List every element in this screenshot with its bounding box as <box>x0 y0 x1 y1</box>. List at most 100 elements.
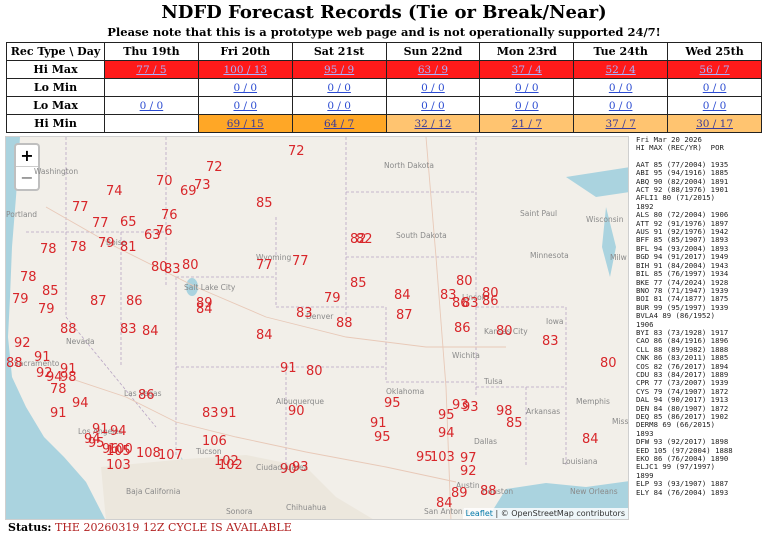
record-temp-value[interactable]: 80 <box>496 324 513 339</box>
record-count-link[interactable]: 21 / 7 <box>511 118 542 130</box>
record-temp-value[interactable]: 92 <box>14 336 31 351</box>
record-temp-value[interactable]: 97 <box>460 451 477 466</box>
record-count-link[interactable]: 0 / 0 <box>327 82 351 94</box>
record-temp-value[interactable]: 89 <box>196 296 213 311</box>
record-temp-value[interactable]: 94 <box>84 432 101 447</box>
record-temp-value[interactable]: 100 <box>108 442 133 457</box>
record-temp-value[interactable]: 77 <box>92 216 109 231</box>
record-temp-value[interactable]: 85 <box>350 276 367 291</box>
record-temp-value[interactable]: 83 <box>164 262 181 277</box>
record-temp-value[interactable]: 86 <box>126 294 143 309</box>
record-temp-value[interactable]: 94 <box>72 396 89 411</box>
record-temp-value[interactable]: 78 <box>40 242 57 257</box>
record-temp-value[interactable]: 107 <box>158 448 183 463</box>
record-temp-value[interactable]: 91 <box>34 350 51 365</box>
record-temp-value[interactable]: 77 <box>72 200 89 215</box>
record-temp-value[interactable]: 106 <box>202 434 227 449</box>
record-temp-value[interactable]: 84 <box>394 288 411 303</box>
record-temp-value[interactable]: 85 <box>42 284 59 299</box>
leaflet-link[interactable]: Leaflet <box>465 509 493 518</box>
record-temp-value[interactable]: 102 <box>214 454 239 469</box>
record-count-link[interactable]: 64 / 7 <box>323 118 355 130</box>
record-temp-value[interactable]: 98 <box>60 370 77 385</box>
record-temp-value[interactable]: 96 <box>102 442 119 457</box>
record-temp-value[interactable]: 84 <box>582 432 599 447</box>
record-temp-value[interactable]: 83 <box>462 296 479 311</box>
record-temp-value[interactable]: 80 <box>600 356 617 371</box>
record-count-link[interactable]: 77 / 5 <box>136 64 167 76</box>
record-temp-value[interactable]: 83 <box>542 334 559 349</box>
record-temp-value[interactable]: 80 <box>306 364 323 379</box>
record-temp-value[interactable]: 87 <box>396 308 413 323</box>
record-count-link[interactable]: 0 / 0 <box>421 100 445 112</box>
zoom-out-button[interactable]: − <box>20 168 34 187</box>
record-temp-value[interactable]: 86 <box>452 296 469 311</box>
forecast-map[interactable]: + − North Dakota South Dakota Saint Paul Mi… <box>5 136 629 520</box>
record-temp-value[interactable]: 84 <box>436 496 453 511</box>
record-temp-value[interactable]: 87 <box>90 294 107 309</box>
record-temp-value[interactable]: 85 <box>506 416 523 431</box>
record-temp-value[interactable]: 95 <box>88 436 105 451</box>
record-temp-value[interactable]: 82 <box>350 232 367 247</box>
record-count-link[interactable]: 0 / 0 <box>233 100 258 112</box>
record-temp-value[interactable]: 91 <box>50 406 67 421</box>
record-count-link[interactable]: 95 / 9 <box>323 64 355 76</box>
record-temp-value[interactable]: 95 <box>416 450 433 465</box>
record-count-link[interactable]: 37 / 4 <box>511 64 542 76</box>
record-temp-value[interactable]: 63 <box>144 228 161 243</box>
record-temp-value[interactable]: 80 <box>456 274 473 289</box>
record-temp-value[interactable]: 76 <box>156 224 173 239</box>
record-count-link[interactable]: 30 / 17 <box>696 118 733 130</box>
record-temp-value[interactable]: 84 <box>196 302 213 317</box>
record-temp-value[interactable]: 80 <box>182 258 199 273</box>
record-temp-value[interactable]: 92 <box>460 464 477 479</box>
record-temp-value[interactable]: 80 <box>151 260 168 275</box>
record-temp-value[interactable]: 91 <box>60 362 77 377</box>
record-temp-value[interactable]: 86 <box>138 388 155 403</box>
record-count-link[interactable]: 100 / 13 <box>223 64 268 76</box>
record-temp-value[interactable]: 76 <box>161 208 178 223</box>
record-temp-value[interactable]: 93 <box>452 398 469 413</box>
record-temp-value[interactable]: 105 <box>106 444 131 459</box>
record-temp-value[interactable]: 84 <box>142 324 159 339</box>
record-count-link[interactable]: 69 / 15 <box>226 118 264 130</box>
record-count-link[interactable]: 0 / 0 <box>608 100 633 112</box>
record-temp-value[interactable]: 81 <box>120 240 137 255</box>
record-temp-value[interactable]: 78 <box>70 240 87 255</box>
record-temp-value[interactable]: 79 <box>324 291 341 306</box>
record-temp-value[interactable]: 85 <box>256 196 273 211</box>
record-temp-value[interactable]: 74 <box>106 184 123 199</box>
record-temp-value[interactable]: 95 <box>384 396 401 411</box>
record-temp-value[interactable]: 86 <box>482 294 499 309</box>
record-temp-value[interactable]: 91 <box>220 406 237 421</box>
record-temp-value[interactable]: 89 <box>451 486 468 501</box>
record-temp-value[interactable]: 83 <box>296 306 313 321</box>
record-temp-value[interactable]: 84 <box>256 328 273 343</box>
record-temp-value[interactable]: 88 <box>60 322 77 337</box>
record-temp-value[interactable]: 80 <box>482 286 499 301</box>
record-temp-value[interactable]: 94 <box>46 370 63 385</box>
record-temp-value[interactable]: 102 <box>218 458 243 473</box>
record-count-link[interactable]: 37 / 7 <box>605 118 636 130</box>
record-temp-value[interactable]: 88 <box>336 316 353 331</box>
record-temp-value[interactable]: 94 <box>110 424 127 439</box>
record-count-link[interactable]: 0 / 0 <box>233 82 258 94</box>
record-count-link[interactable]: 0 / 0 <box>515 100 539 112</box>
record-temp-value[interactable]: 72 <box>288 144 305 159</box>
record-count-link[interactable]: 0 / 0 <box>421 82 445 94</box>
record-temp-value[interactable]: 79 <box>98 236 115 251</box>
record-count-link[interactable]: 0 / 0 <box>327 100 351 112</box>
record-count-link[interactable]: 0 / 0 <box>702 82 727 94</box>
record-temp-value[interactable]: 92 <box>36 366 53 381</box>
record-temp-value[interactable]: 95 <box>438 408 455 423</box>
record-temp-value[interactable]: 83 <box>202 406 219 421</box>
record-count-link[interactable]: 0 / 0 <box>515 82 539 94</box>
record-temp-value[interactable]: 82 <box>356 232 373 247</box>
zoom-in-button[interactable]: + <box>16 145 38 167</box>
record-temp-value[interactable]: 90 <box>280 462 297 477</box>
record-temp-value[interactable]: 79 <box>38 302 55 317</box>
record-temp-value[interactable]: 77 <box>292 254 309 269</box>
record-count-link[interactable]: 0 / 0 <box>139 100 164 112</box>
record-temp-value[interactable]: 79 <box>12 292 29 307</box>
record-temp-value[interactable]: 78 <box>50 382 67 397</box>
